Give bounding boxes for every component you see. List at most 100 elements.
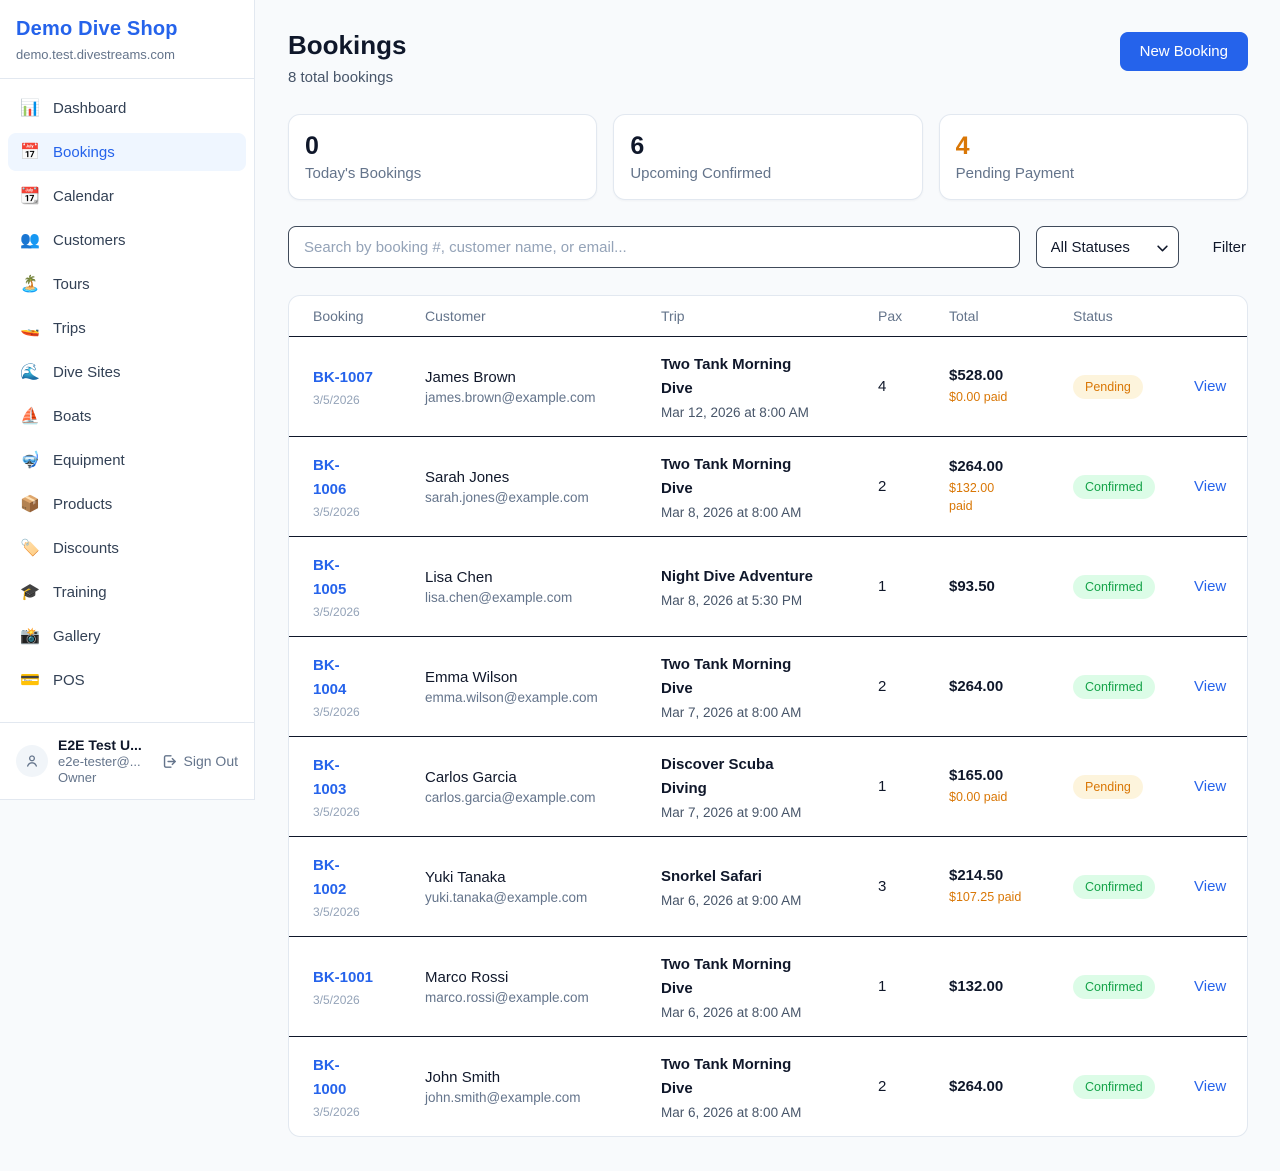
trip-cell: Snorkel Safari Mar 6, 2026 at 9:00 AM bbox=[661, 865, 878, 908]
sidebar-item-label: Training bbox=[53, 583, 107, 601]
booking-cell: BK- 1005 3/5/2026 bbox=[313, 554, 425, 619]
sidebar-item-label: Gallery bbox=[53, 627, 101, 645]
total-amount: $264.00 bbox=[949, 678, 1004, 695]
trip-datetime: Mar 6, 2026 at 8:00 AM bbox=[661, 1005, 802, 1020]
table-row: BK-1001 3/5/2026 Marco Rossi marco.rossi… bbox=[289, 936, 1247, 1036]
actions-cell: View bbox=[1194, 378, 1238, 396]
pax-cell: 2 bbox=[878, 1078, 887, 1095]
sidebar-item-pos[interactable]: 💳 POS bbox=[8, 661, 246, 699]
view-link[interactable]: View bbox=[1194, 1077, 1227, 1095]
view-link[interactable]: View bbox=[1194, 877, 1227, 895]
table-row: BK- 1000 3/5/2026 John Smith john.smith@… bbox=[289, 1036, 1247, 1136]
user-role: Owner bbox=[58, 770, 97, 785]
trip-name: Two Tank Morning Dive bbox=[661, 456, 792, 497]
status-select[interactable]: All Statuses bbox=[1035, 226, 1179, 268]
search-input[interactable] bbox=[288, 226, 1020, 268]
column-header-total: Total bbox=[949, 308, 979, 324]
status-cell: Confirmed bbox=[1073, 674, 1194, 699]
booking-date: 3/5/2026 bbox=[313, 1105, 360, 1119]
sidebar-item-dashboard[interactable]: 📊 Dashboard bbox=[8, 89, 246, 127]
pax-cell: 2 bbox=[878, 478, 887, 495]
booking-id-link[interactable]: BK-1001 bbox=[313, 969, 374, 986]
column-header-status: Status bbox=[1073, 308, 1113, 324]
nav-icon: 🌊 bbox=[20, 364, 40, 381]
sidebar-item-label: Dashboard bbox=[53, 99, 127, 117]
sidebar-item-label: Trips bbox=[53, 319, 86, 337]
booking-id-link[interactable]: BK- 1002 bbox=[313, 857, 347, 898]
customer-email: james.brown@example.com bbox=[425, 389, 596, 405]
sidebar-item-tours[interactable]: 🏝️ Tours bbox=[8, 265, 246, 303]
table-row: BK-1007 3/5/2026 James Brown james.brown… bbox=[289, 336, 1247, 436]
trip-cell: Two Tank Morning Dive Mar 6, 2026 at 8:0… bbox=[661, 953, 878, 1020]
view-link[interactable]: View bbox=[1194, 677, 1227, 695]
sidebar-item-label: POS bbox=[53, 671, 85, 689]
status-cell: Confirmed bbox=[1073, 1074, 1194, 1099]
booking-date: 3/5/2026 bbox=[313, 393, 360, 407]
nav-icon: 🏝️ bbox=[20, 276, 40, 293]
sidebar-item-label: Discounts bbox=[53, 539, 119, 557]
booking-cell: BK- 1000 3/5/2026 bbox=[313, 1054, 425, 1119]
booking-id-link[interactable]: BK- 1004 bbox=[313, 657, 347, 698]
sidebar-item-label: Tours bbox=[53, 275, 90, 293]
booking-date: 3/5/2026 bbox=[313, 993, 360, 1007]
status-badge: Pending bbox=[1073, 774, 1143, 799]
view-link[interactable]: View bbox=[1194, 577, 1227, 595]
customer-cell: Carlos Garcia carlos.garcia@example.com bbox=[425, 769, 661, 805]
customer-name: Carlos Garcia bbox=[425, 768, 517, 786]
sidebar-item-products[interactable]: 📦 Products bbox=[8, 485, 246, 523]
main-content: Bookings 8 total bookings New Booking 0 … bbox=[255, 0, 1280, 1171]
sidebar-item-training[interactable]: 🎓 Training bbox=[8, 573, 246, 611]
sidebar-item-dive-sites[interactable]: 🌊 Dive Sites bbox=[8, 353, 246, 391]
trip-datetime: Mar 6, 2026 at 8:00 AM bbox=[661, 1105, 802, 1120]
booking-date: 3/5/2026 bbox=[313, 905, 360, 919]
filter-button[interactable]: Filter bbox=[1211, 231, 1248, 264]
shop-name: Demo Dive Shop bbox=[16, 18, 178, 40]
stat-card-today's-bookings: 0 Today's Bookings bbox=[288, 114, 598, 200]
view-link[interactable]: View bbox=[1194, 977, 1227, 995]
status-cell: Confirmed bbox=[1073, 974, 1194, 999]
sidebar-item-equipment[interactable]: 🤿 Equipment bbox=[8, 441, 246, 479]
sidebar-item-calendar[interactable]: 📆 Calendar bbox=[8, 177, 246, 215]
booking-id-link[interactable]: BK- 1006 bbox=[313, 457, 347, 498]
customer-name: Sarah Jones bbox=[425, 468, 510, 486]
trip-datetime: Mar 7, 2026 at 9:00 AM bbox=[661, 805, 802, 820]
trip-cell: Two Tank Morning Dive Mar 8, 2026 at 8:0… bbox=[661, 453, 878, 520]
sidebar-item-boats[interactable]: ⛵ Boats bbox=[8, 397, 246, 435]
sidebar-item-trips[interactable]: 🚤 Trips bbox=[8, 309, 246, 347]
sign-out-button[interactable]: Sign Out bbox=[161, 753, 242, 770]
person-icon bbox=[27, 755, 37, 767]
new-booking-button[interactable]: New Booking bbox=[1119, 32, 1248, 71]
booking-date: 3/5/2026 bbox=[313, 505, 360, 519]
sidebar-item-discounts[interactable]: 🏷️ Discounts bbox=[8, 529, 246, 567]
booking-id-link[interactable]: BK- 1000 bbox=[313, 1057, 347, 1098]
customer-name: Marco Rossi bbox=[425, 968, 509, 986]
trip-cell: Discover Scuba Diving Mar 7, 2026 at 9:0… bbox=[661, 753, 878, 820]
booking-date: 3/5/2026 bbox=[313, 605, 360, 619]
view-link[interactable]: View bbox=[1194, 477, 1227, 495]
booking-id-link[interactable]: BK-1007 bbox=[313, 369, 374, 386]
actions-cell: View bbox=[1194, 978, 1238, 996]
total-amount: $132.00 bbox=[949, 978, 1004, 995]
trip-name: Two Tank Morning Dive bbox=[661, 656, 792, 697]
sidebar-item-bookings[interactable]: 📅 Bookings bbox=[8, 133, 246, 171]
pax-cell: 4 bbox=[878, 378, 887, 395]
sidebar-item-customers[interactable]: 👥 Customers bbox=[8, 221, 246, 259]
view-link[interactable]: View bbox=[1194, 377, 1227, 395]
total-amount: $528.00 bbox=[949, 366, 1004, 384]
trip-datetime: Mar 6, 2026 at 9:00 AM bbox=[661, 893, 802, 908]
avatar bbox=[16, 745, 48, 777]
customer-cell: Yuki Tanaka yuki.tanaka@example.com bbox=[425, 869, 661, 905]
booking-id-link[interactable]: BK- 1005 bbox=[313, 557, 347, 598]
booking-id-link[interactable]: BK- 1003 bbox=[313, 757, 347, 798]
column-header-trip: Trip bbox=[661, 308, 685, 324]
booking-cell: BK- 1004 3/5/2026 bbox=[313, 654, 425, 719]
stat-card-pending-payment: 4 Pending Payment bbox=[938, 114, 1248, 200]
shop-header: Demo Dive Shop demo.test.divestreams.com bbox=[0, 0, 254, 79]
trip-name: Two Tank Morning Dive bbox=[661, 356, 792, 397]
view-link[interactable]: View bbox=[1194, 777, 1227, 795]
trip-name: Night Dive Adventure bbox=[661, 568, 813, 585]
trip-datetime: Mar 12, 2026 at 8:00 AM bbox=[661, 405, 809, 420]
customer-name: Lisa Chen bbox=[425, 568, 493, 586]
nav-icon: 🤿 bbox=[20, 452, 40, 469]
sidebar-item-gallery[interactable]: 📸 Gallery bbox=[8, 617, 246, 655]
